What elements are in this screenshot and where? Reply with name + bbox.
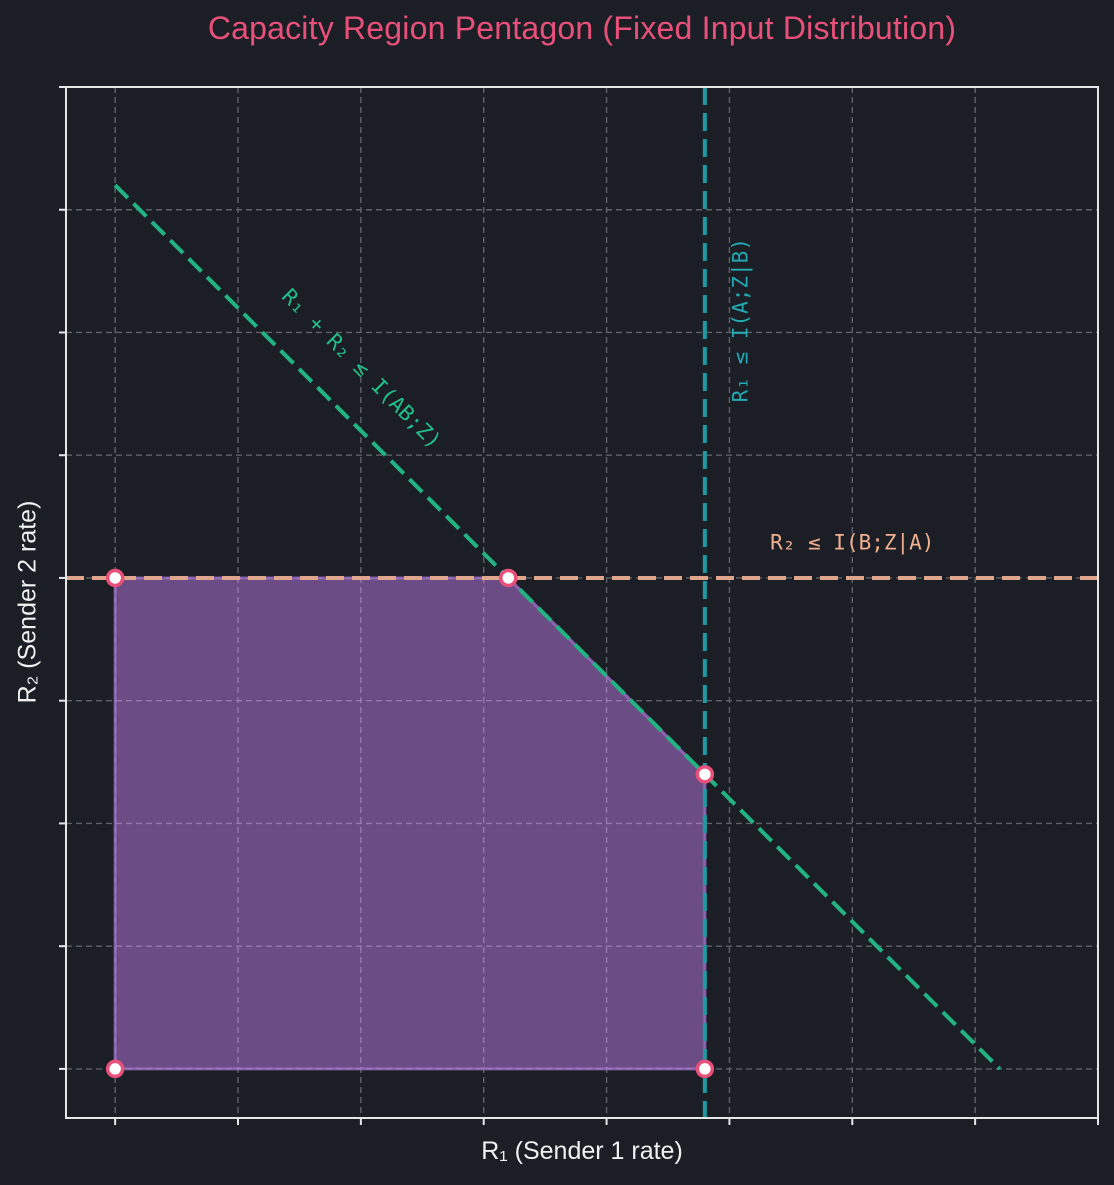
constraint-lines: [66, 87, 1098, 1118]
constraint-annotation: R₁ + R₂ ≤ I(AB;Z): [277, 284, 446, 453]
chart-title: Capacity Region Pentagon (Fixed Input Di…: [207, 10, 957, 46]
corner-point-marker: [105, 568, 125, 588]
constraint-annotation: R₂ ≤ I(B;Z|A): [770, 531, 934, 556]
corner-point-marker: [499, 568, 518, 588]
corner-point-marker: [695, 1059, 715, 1079]
corner-point-marker: [105, 1059, 125, 1079]
corner-point-marker: [695, 765, 715, 784]
constraint-line: [113, 183, 1002, 1071]
x-axis-label: R₁ (Sender 1 rate): [481, 1137, 683, 1165]
y-axis-label: R₂ (Sender 2 rate): [13, 500, 42, 704]
constraint-annotation: R₁ ≤ I(A;Z|B): [729, 238, 754, 402]
axes-frame: [65, 86, 1099, 1119]
